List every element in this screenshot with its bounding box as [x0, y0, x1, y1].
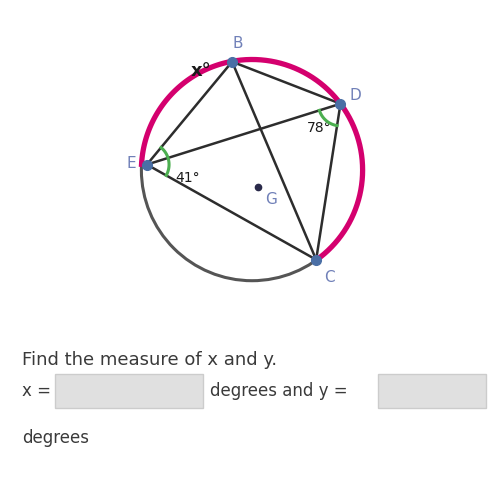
Text: 41°: 41°: [176, 171, 200, 185]
Text: C: C: [324, 270, 335, 285]
Text: degrees: degrees: [22, 429, 89, 447]
Text: degrees and y =: degrees and y =: [210, 382, 348, 400]
FancyBboxPatch shape: [55, 374, 203, 408]
Text: 78°: 78°: [307, 121, 332, 135]
Text: D: D: [349, 88, 361, 104]
FancyBboxPatch shape: [378, 374, 486, 408]
Text: Find the measure of x and y.: Find the measure of x and y.: [22, 351, 277, 369]
Text: x°: x°: [191, 62, 212, 80]
Text: B: B: [232, 35, 243, 51]
Text: x =: x =: [22, 382, 51, 400]
Text: G: G: [265, 192, 277, 207]
Text: E: E: [126, 156, 136, 171]
